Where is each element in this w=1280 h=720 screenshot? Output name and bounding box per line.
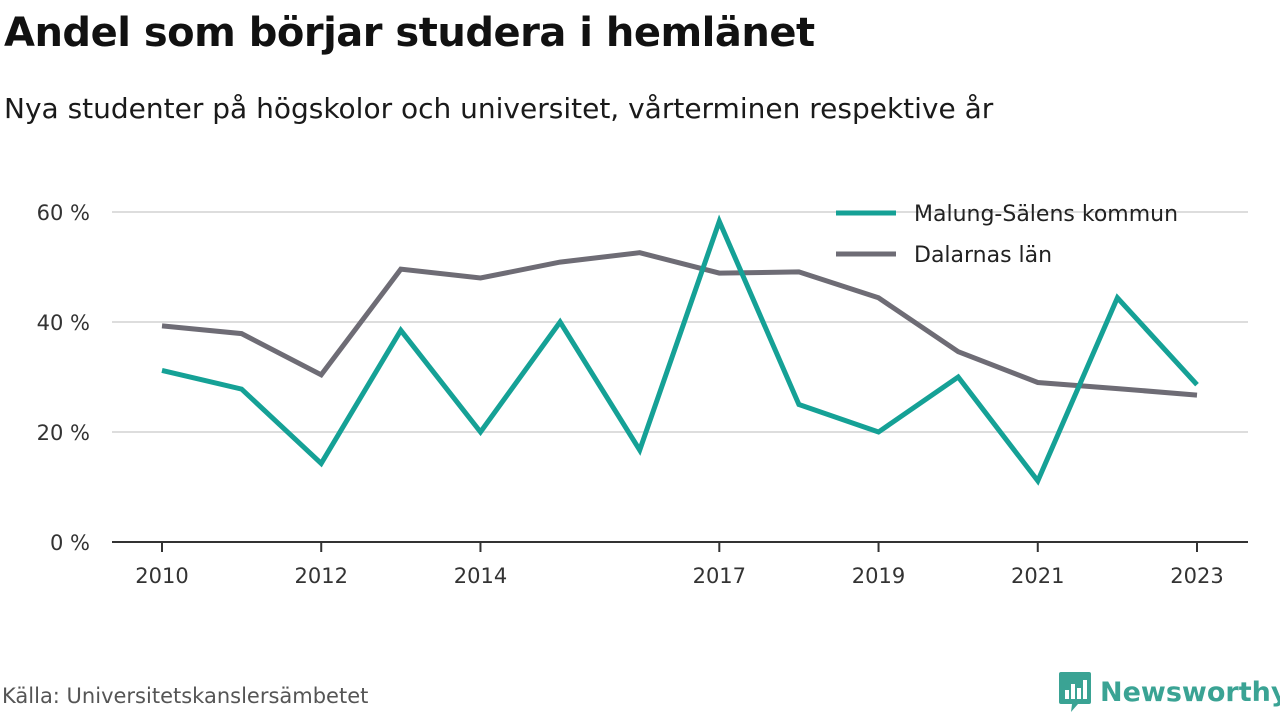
x-tick-label: 2019 bbox=[852, 564, 905, 588]
x-tick-label: 2010 bbox=[135, 564, 188, 588]
chart-title: Andel som börjar studera i hemlänet bbox=[4, 10, 815, 56]
y-tick-label: 20 % bbox=[37, 421, 90, 445]
series-line-dalarna bbox=[161, 250, 1198, 398]
series-line-malung-salen bbox=[161, 214, 1199, 486]
x-tick-label: 2017 bbox=[693, 564, 746, 588]
brand-name: Newsworthy bbox=[1100, 676, 1280, 708]
source-note: Källa: Universitetskanslersämbetet bbox=[2, 684, 369, 708]
legend-label: Dalarnas län bbox=[914, 243, 1052, 268]
x-tick-label: 2012 bbox=[295, 564, 348, 588]
y-tick-label: 0 % bbox=[50, 531, 90, 555]
x-tick-label: 2021 bbox=[1011, 564, 1064, 588]
brand-logo: Newsworthy bbox=[1058, 670, 1280, 714]
y-tick-label: 60 % bbox=[37, 201, 90, 225]
newsworthy-logo-icon bbox=[1059, 672, 1091, 712]
x-tick-label: 2014 bbox=[454, 564, 507, 588]
x-tick-label: 2023 bbox=[1170, 564, 1223, 588]
legend-label: Malung-Sälens kommun bbox=[914, 202, 1178, 227]
chart-subtitle: Nya studenter på högskolor och universit… bbox=[4, 92, 994, 125]
y-tick-label: 40 % bbox=[37, 311, 90, 335]
